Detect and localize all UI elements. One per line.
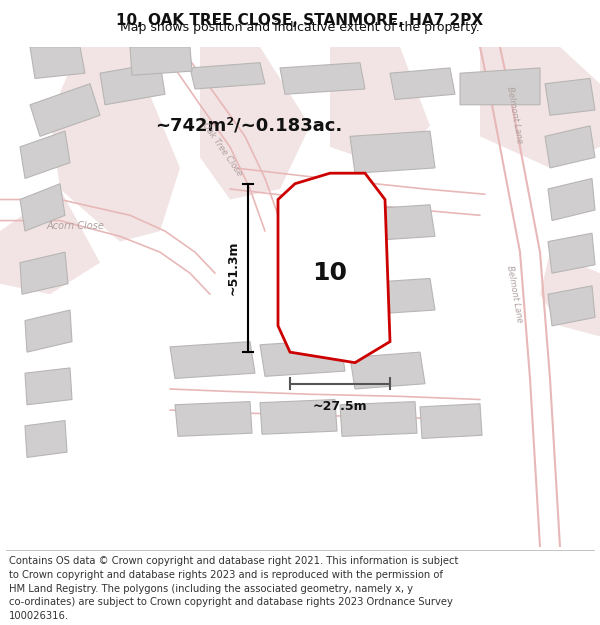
Text: Map shows position and indicative extent of the property.: Map shows position and indicative extent… [120,21,480,34]
Polygon shape [278,173,390,362]
Polygon shape [460,68,540,105]
Text: 100026316.: 100026316. [9,611,69,621]
Polygon shape [280,62,365,94]
Text: to Crown copyright and database rights 2023 and is reproduced with the permissio: to Crown copyright and database rights 2… [9,570,443,580]
Polygon shape [340,402,417,436]
Text: Acorn Close: Acorn Close [46,221,104,231]
Polygon shape [260,339,345,376]
Text: Belmont Lane: Belmont Lane [505,265,523,324]
Polygon shape [480,47,600,168]
Polygon shape [130,47,192,75]
Polygon shape [200,47,310,199]
Text: 10, OAK TREE CLOSE, STANMORE, HA7 2PX: 10, OAK TREE CLOSE, STANMORE, HA7 2PX [116,13,484,28]
Polygon shape [170,342,255,379]
Polygon shape [0,189,100,294]
Text: HM Land Registry. The polygons (including the associated geometry, namely x, y: HM Land Registry. The polygons (includin… [9,584,413,594]
Polygon shape [30,84,100,136]
Polygon shape [50,47,180,242]
Polygon shape [190,62,265,89]
Text: 10: 10 [313,261,347,285]
Polygon shape [260,399,337,434]
Polygon shape [548,286,595,326]
Text: ~742m²/~0.183ac.: ~742m²/~0.183ac. [155,117,342,135]
Polygon shape [175,402,252,436]
Polygon shape [25,368,72,405]
Polygon shape [20,184,65,231]
Polygon shape [25,421,67,457]
Polygon shape [350,131,435,173]
Text: Oak Tree Close: Oak Tree Close [200,121,244,177]
Text: Belmont Lane: Belmont Lane [505,86,523,144]
Polygon shape [540,252,600,336]
Polygon shape [420,404,482,439]
Polygon shape [350,205,435,242]
Text: co-ordinates) are subject to Crown copyright and database rights 2023 Ordnance S: co-ordinates) are subject to Crown copyr… [9,598,453,608]
Polygon shape [30,47,85,79]
Polygon shape [20,131,70,179]
Polygon shape [100,62,165,105]
Polygon shape [390,68,455,99]
Polygon shape [20,252,68,294]
Text: ~27.5m: ~27.5m [313,399,367,412]
Polygon shape [25,310,72,352]
Text: ~51.3m: ~51.3m [227,241,240,295]
Polygon shape [330,47,430,168]
Polygon shape [548,179,595,221]
Polygon shape [350,279,435,315]
Polygon shape [350,352,425,389]
Polygon shape [545,79,595,115]
Polygon shape [545,126,595,168]
Polygon shape [548,233,595,273]
Text: Contains OS data © Crown copyright and database right 2021. This information is : Contains OS data © Crown copyright and d… [9,556,458,566]
